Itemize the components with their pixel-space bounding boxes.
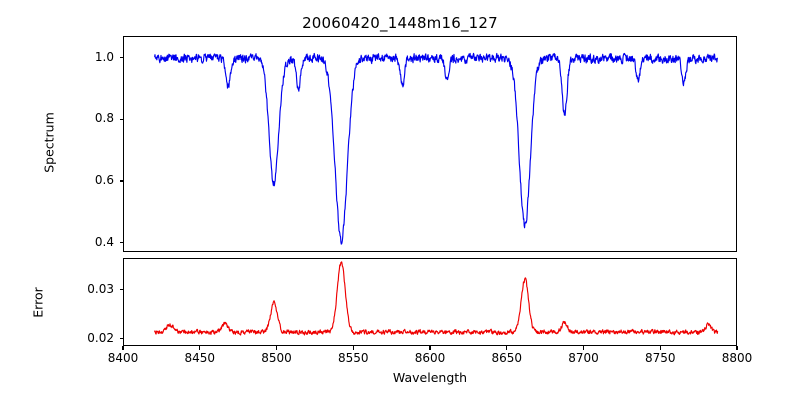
y-tick-label-spectrum: 1.0 bbox=[94, 49, 114, 64]
spectrum-plot-panel bbox=[123, 36, 737, 252]
y-tick-mark-spectrum bbox=[119, 242, 123, 244]
x-tick-label: 8400 bbox=[107, 351, 139, 365]
y-tick-mark-spectrum bbox=[119, 118, 123, 120]
x-tick-label: 8600 bbox=[414, 351, 446, 365]
x-tick-mark bbox=[582, 346, 585, 350]
x-tick-mark bbox=[122, 346, 124, 350]
x-tick-mark bbox=[199, 346, 201, 350]
y-tick-mark-error bbox=[119, 289, 123, 291]
error-plot-panel bbox=[123, 258, 737, 346]
y-tick-label-error: 0.02 bbox=[87, 330, 114, 345]
x-tick-label: 8800 bbox=[721, 351, 753, 365]
x-tick-label: 8450 bbox=[184, 351, 216, 365]
x-tick-mark bbox=[429, 346, 431, 350]
y-tick-label-spectrum: 0.6 bbox=[94, 173, 114, 188]
x-tick-mark bbox=[352, 346, 354, 350]
x-axis-label: Wavelength bbox=[392, 370, 468, 385]
y-tick-mark-spectrum bbox=[119, 57, 123, 59]
x-tick-label: 8650 bbox=[491, 351, 523, 365]
x-tick-mark bbox=[506, 346, 508, 350]
x-tick-label: 8500 bbox=[261, 351, 292, 365]
x-tick-label: 8750 bbox=[644, 351, 676, 365]
x-tick-label: 8700 bbox=[568, 351, 599, 365]
x-tick-label: 8550 bbox=[337, 351, 369, 365]
y-tick-mark-spectrum bbox=[119, 180, 123, 182]
y-tick-label-error: 0.03 bbox=[87, 281, 114, 296]
y-tick-label-spectrum: 0.4 bbox=[94, 234, 114, 249]
y-axis-label-error: Error bbox=[30, 287, 46, 318]
spectrum-series bbox=[124, 37, 736, 251]
x-tick-mark bbox=[275, 346, 278, 350]
y-tick-mark-error bbox=[119, 338, 123, 340]
x-tick-mark bbox=[736, 346, 738, 350]
y-tick-label-spectrum: 0.8 bbox=[94, 111, 114, 126]
x-tick-mark bbox=[659, 346, 661, 350]
error-series bbox=[124, 259, 736, 345]
figure-title: 20060420_1448m16_127 bbox=[302, 14, 498, 32]
